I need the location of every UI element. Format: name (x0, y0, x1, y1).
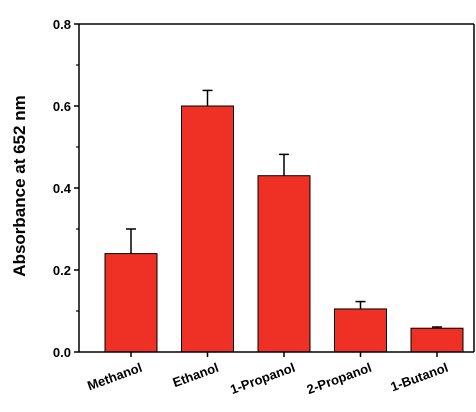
bars-layer (104, 105, 464, 353)
x-tick-label-methanol: Methanol (85, 360, 144, 394)
axes-layer (74, 23, 475, 357)
bar-1-propanol (257, 175, 311, 353)
x-tick-label-1-propanol: 1-Propanol (228, 360, 297, 397)
bar-1-butanol (410, 327, 464, 353)
bar-2-propanol (334, 308, 387, 353)
x-tick-label-ethanol: Ethanol (171, 360, 221, 390)
y-tick-label-0.2: 0.2 (53, 263, 71, 278)
y-tick-label-0.6: 0.6 (53, 99, 71, 114)
x-tick-label-1-butanol: 1-Butanol (389, 360, 450, 395)
bar-ethanol (181, 105, 234, 353)
y-tick-label-0.8: 0.8 (53, 17, 71, 32)
x-tick-label-2-propanol: 2-Propanol (305, 360, 374, 397)
y-axis-title: Absorbance at 652 nm (10, 95, 29, 276)
y-tick-label-0.0: 0.0 (53, 345, 71, 360)
bar-methanol (104, 253, 158, 353)
y-tick-label-0.4: 0.4 (53, 181, 72, 196)
error-bars-layer (126, 89, 442, 329)
